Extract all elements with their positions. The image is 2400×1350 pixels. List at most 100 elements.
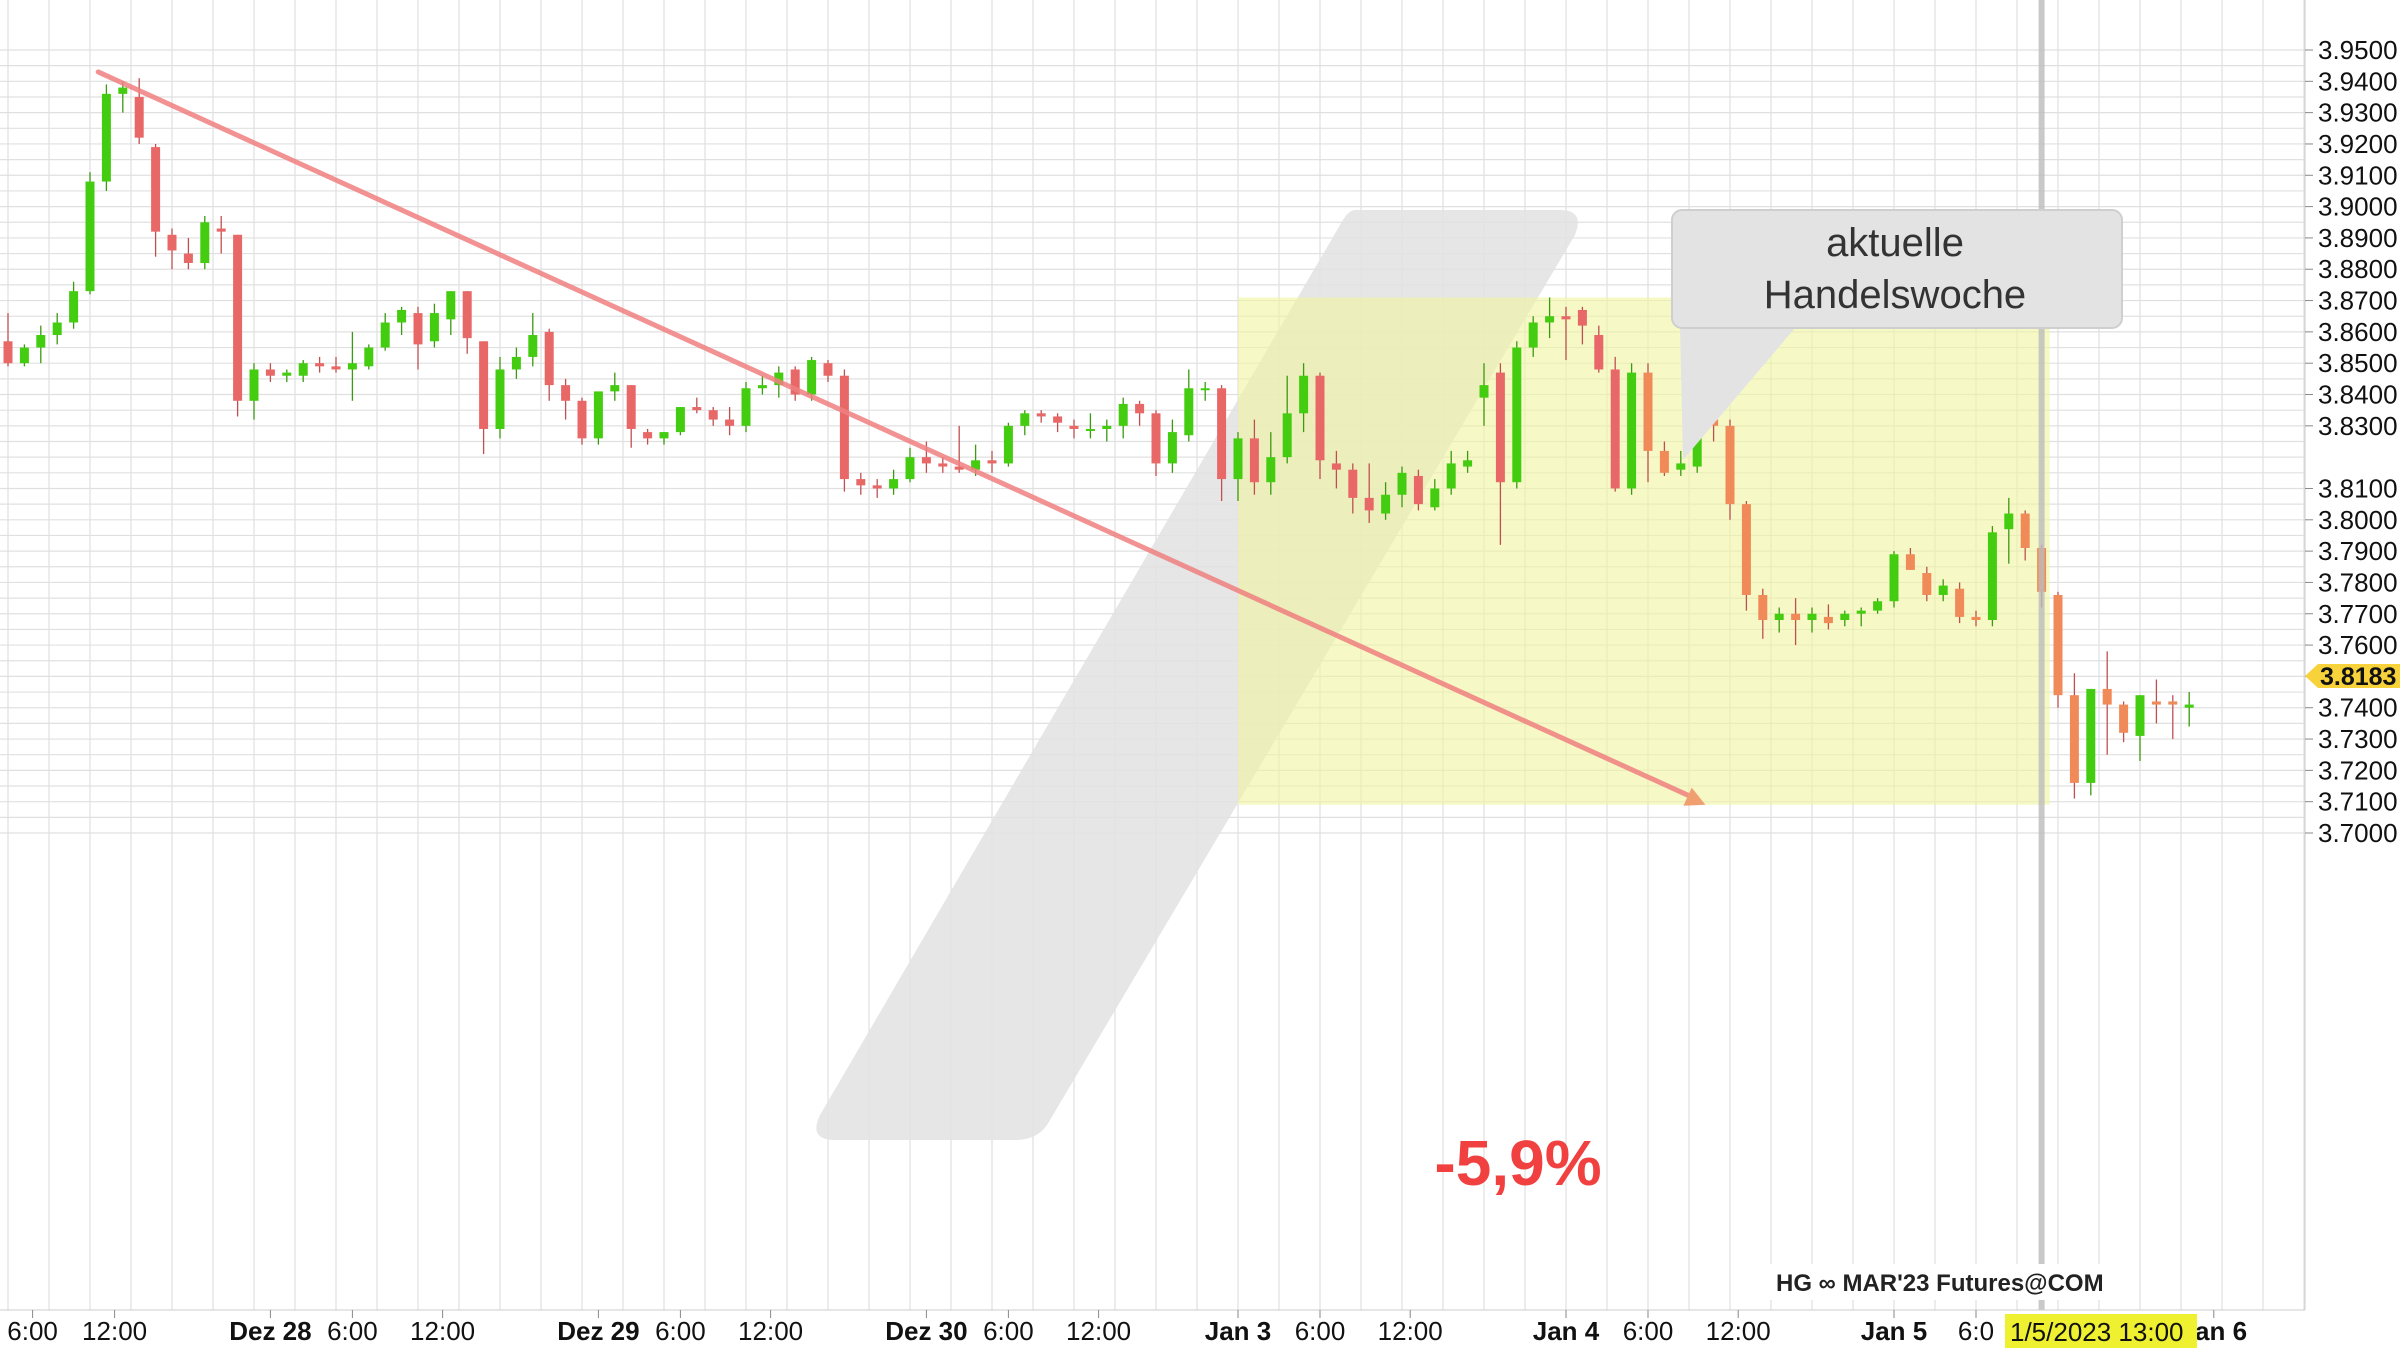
y-tick-label: 3.8900	[2318, 223, 2398, 253]
candle-body	[593, 391, 603, 439]
candle-body	[1430, 488, 1440, 508]
y-tick-label: 3.7100	[2318, 787, 2398, 817]
x-tick-label: 6:00	[7, 1316, 58, 1346]
candle-body	[1610, 369, 1620, 489]
candle-body	[1463, 460, 1473, 467]
y-tick-label: 3.8500	[2318, 348, 2398, 378]
candle-body	[1987, 532, 1997, 621]
candle-body	[282, 372, 292, 376]
candle-body	[790, 369, 800, 395]
candle-body	[659, 432, 669, 439]
candle-body	[1971, 616, 1981, 621]
candle-body	[1151, 413, 1161, 464]
y-tick-label: 3.8100	[2318, 473, 2398, 503]
candle-body	[905, 457, 915, 480]
candle-body	[1167, 432, 1177, 464]
candle-body	[397, 309, 407, 323]
candle-body	[2020, 513, 2030, 548]
candle-body	[1053, 416, 1063, 423]
x-tick-label: Dez 29	[557, 1316, 639, 1346]
candle-body	[2086, 688, 2096, 783]
candle-body	[2102, 688, 2112, 705]
x-tick-label: Jan 4	[1533, 1316, 1600, 1346]
last-price-tag: 3.8183	[2305, 663, 2400, 691]
y-tick-label: 3.8600	[2318, 317, 2398, 347]
y-tick-label: 3.7200	[2318, 755, 2398, 785]
candle-body	[118, 87, 128, 94]
candle-body	[626, 385, 636, 429]
candle-body	[19, 347, 29, 364]
candle-body	[2135, 695, 2145, 736]
candle-body	[380, 322, 390, 348]
candle-body	[151, 147, 161, 232]
candle-body	[265, 369, 275, 376]
x-tick-label: Dez 30	[885, 1316, 967, 1346]
x-tick-label: 12:00	[1378, 1316, 1443, 1346]
candle-body	[528, 335, 538, 357]
candle-body	[1085, 428, 1095, 431]
candle-body	[1495, 372, 1505, 483]
y-tick-label: 3.7400	[2318, 693, 2398, 723]
candle-body	[298, 363, 308, 376]
candle-body	[872, 485, 882, 489]
candle-body	[1856, 610, 1866, 614]
candle-body	[1200, 388, 1210, 391]
candle-body	[954, 466, 964, 470]
candle-body	[1758, 594, 1768, 621]
trendline	[95, 69, 1706, 806]
candle-body	[2168, 701, 2178, 705]
x-tick-label: 12:00	[1066, 1316, 1131, 1346]
candle-body	[1676, 463, 1686, 470]
candle-body	[1364, 497, 1374, 511]
candle-body	[807, 360, 817, 395]
candle-body	[1446, 463, 1456, 489]
candle-body	[347, 363, 357, 370]
candle-body	[725, 419, 735, 426]
candle-body	[413, 313, 423, 345]
candle-body	[1135, 403, 1145, 414]
crosshair-date-label: 1/5/2023 13:00	[2010, 1317, 2184, 1347]
candle-body	[446, 291, 456, 320]
candle-body	[1807, 613, 1817, 621]
candle-body	[1479, 385, 1489, 398]
candle-body	[315, 363, 325, 367]
x-tick-label: 6:00	[1295, 1316, 1346, 1346]
candle-body	[511, 356, 521, 370]
candle-body	[216, 228, 226, 232]
candle-body	[823, 363, 833, 376]
y-tick-label: 3.9200	[2318, 129, 2398, 159]
candle-body	[1217, 388, 1227, 480]
candle-body	[1069, 425, 1079, 429]
x-tick-label: Jan 5	[1861, 1316, 1928, 1346]
candle-body	[101, 93, 111, 182]
change-percent-label: -5,9%	[1434, 1127, 1601, 1199]
candle-body	[462, 291, 472, 339]
candle-body	[856, 479, 866, 486]
source-label-box: HG ∞ MAR'23 Futures@COM	[1768, 1264, 2120, 1300]
candle-body	[1233, 438, 1243, 480]
x-tick-label: 6:00	[1623, 1316, 1674, 1346]
candle-body	[1512, 347, 1522, 483]
candle-body	[52, 322, 62, 336]
candle-body	[3, 341, 13, 364]
candle-body	[741, 388, 751, 426]
candle-body	[1331, 463, 1341, 470]
candle-body	[675, 407, 685, 433]
candle-body	[1905, 554, 1915, 570]
y-tick-label: 3.8700	[2318, 286, 2398, 316]
candle-body	[757, 385, 767, 389]
candle-body	[134, 96, 144, 138]
candle-body	[1922, 573, 1932, 595]
candle-body	[364, 347, 374, 367]
candle-body	[1315, 375, 1325, 461]
candle-body	[1266, 457, 1276, 483]
candle-body	[1741, 504, 1751, 595]
candle-body	[1299, 375, 1309, 414]
candle-body	[1955, 588, 1965, 617]
y-tick-label: 3.8800	[2318, 254, 2398, 284]
candle-body	[1397, 472, 1407, 495]
candle-body	[1594, 335, 1604, 370]
candle-body	[1348, 469, 1358, 498]
candle-body	[1561, 316, 1571, 320]
x-tick-label: 12:00	[738, 1316, 803, 1346]
